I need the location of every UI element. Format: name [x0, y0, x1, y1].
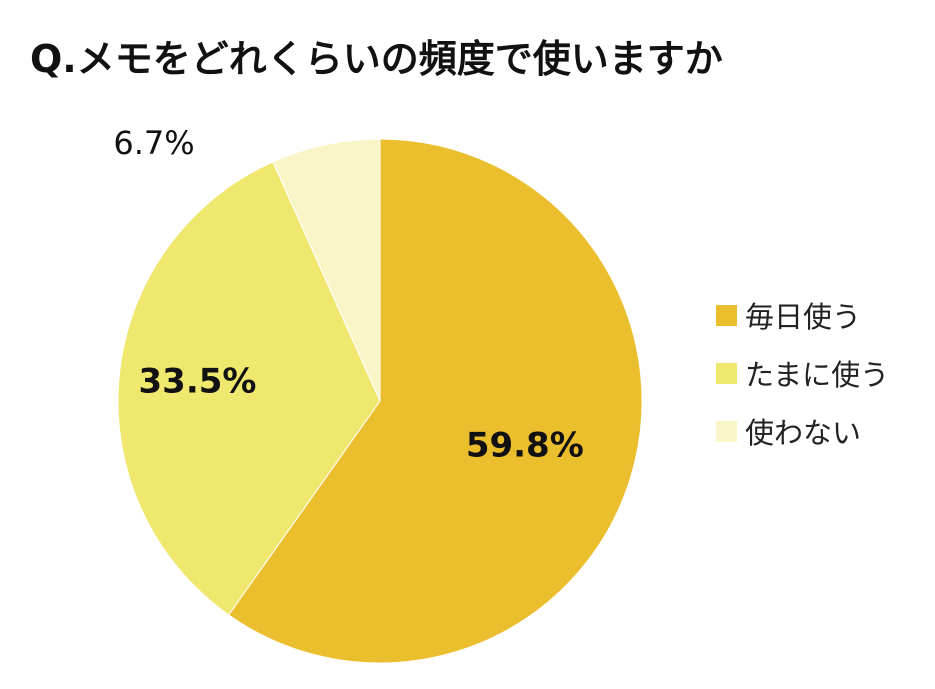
- pie-slices: [117, 138, 643, 664]
- slice-label-never: 6.7%: [113, 124, 194, 162]
- slice-label-daily: 59.8%: [466, 426, 584, 466]
- chart-title: Q.メモをどれくらいの頻度で使いますか: [30, 37, 723, 81]
- legend-swatch-sometimes: [716, 362, 737, 384]
- legend-item-daily: 毎日使う: [716, 298, 889, 334]
- legend-item-never: 使わない: [716, 414, 889, 450]
- legend-label-daily: 毎日使う: [745, 300, 862, 334]
- pie-slice-never: [272, 138, 381, 402]
- legend-label-sometimes: たまに使う: [745, 358, 890, 392]
- pie-slice-daily: [227, 138, 643, 664]
- pie-labels: 59.8% 33.5% 6.7%: [113, 124, 583, 466]
- legend-item-sometimes: たまに使う: [716, 356, 889, 392]
- legend-swatch-daily: [716, 304, 737, 326]
- legend: 毎日使う たまに使う 使わない: [716, 298, 889, 472]
- legend-swatch-never: [716, 420, 737, 442]
- legend-label-never: 使わない: [745, 416, 862, 450]
- slice-label-sometimes: 33.5%: [139, 362, 257, 402]
- pie-slice-sometimes: [117, 161, 381, 616]
